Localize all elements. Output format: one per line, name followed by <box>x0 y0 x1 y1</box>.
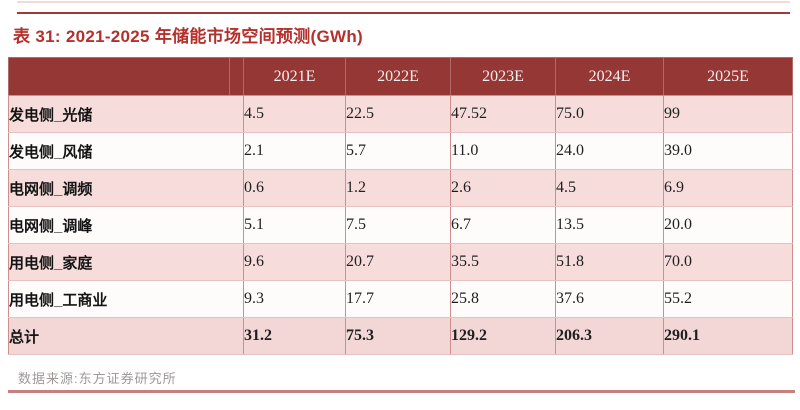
total-cell-value: 31.2 <box>243 317 346 355</box>
header-row: 2021E 2022E 2023E 2024E 2025E <box>8 57 793 96</box>
total-cell-value: 75.3 <box>345 317 451 355</box>
cell-value: 37.6 <box>555 280 664 318</box>
cell-value: 70.0 <box>663 243 793 281</box>
table-row: 用电侧_工商业 9.3 17.7 25.8 37.6 55.2 <box>8 280 793 318</box>
cell-value: 13.5 <box>555 206 664 244</box>
row-label: 发电侧_光储 <box>8 95 244 133</box>
table-row: 电网侧_调峰 5.1 7.5 6.7 13.5 20.0 <box>8 206 793 244</box>
col-header-2023e: 2023E <box>450 57 556 96</box>
cell-value: 4.5 <box>243 95 346 133</box>
cell-value: 2.6 <box>450 169 556 207</box>
cell-value: 99 <box>663 95 793 133</box>
cell-value: 6.9 <box>663 169 793 207</box>
total-cell-value: 206.3 <box>555 317 664 355</box>
total-row: 总计 31.2 75.3 129.2 206.3 290.1 <box>8 317 793 355</box>
total-cell-value: 290.1 <box>663 317 793 355</box>
col-header-2021e: 2021E <box>243 57 346 96</box>
cell-value: 9.6 <box>243 243 346 281</box>
row-label: 电网侧_调频 <box>8 169 244 207</box>
cell-value: 2.1 <box>243 132 346 170</box>
cell-value: 1.2 <box>345 169 451 207</box>
forecast-table: 2021E 2022E 2023E 2024E 2025E 发电侧_光储 4.5… <box>8 57 793 355</box>
col-header-2024e: 2024E <box>555 57 664 96</box>
cell-value: 20.0 <box>663 206 793 244</box>
total-cell-value: 129.2 <box>450 317 556 355</box>
row-label: 用电侧_家庭 <box>8 243 244 281</box>
table-row: 电网侧_调频 0.6 1.2 2.6 4.5 6.9 <box>8 169 793 207</box>
cell-value: 55.2 <box>663 280 793 318</box>
cell-value: 20.7 <box>345 243 451 281</box>
col-header-2022e: 2022E <box>345 57 451 96</box>
data-source-note: 数据来源:东方证券研究所 <box>18 371 177 386</box>
cell-value: 51.8 <box>555 243 664 281</box>
cell-value: 0.6 <box>243 169 346 207</box>
row-label: 用电侧_工商业 <box>8 280 244 318</box>
row-label: 电网侧_调峰 <box>8 206 244 244</box>
table-row: 发电侧_光储 4.5 22.5 47.52 75.0 99 <box>8 95 793 133</box>
cell-value: 39.0 <box>663 132 793 170</box>
cell-value: 17.7 <box>345 280 451 318</box>
title-top-rule <box>17 12 790 14</box>
table-title: 表 31: 2021-2025 年储能市场空间预测(GWh) <box>13 27 364 46</box>
cell-value: 24.0 <box>555 132 664 170</box>
cell-value: 5.7 <box>345 132 451 170</box>
cell-value: 7.5 <box>345 206 451 244</box>
table-row: 发电侧_风储 2.1 5.7 11.0 24.0 39.0 <box>8 132 793 170</box>
cell-value: 6.7 <box>450 206 556 244</box>
faint-top-divider <box>17 1 790 3</box>
total-row-label: 总计 <box>8 317 244 355</box>
cell-value: 4.5 <box>555 169 664 207</box>
col-header-2025e: 2025E <box>663 57 793 96</box>
cell-value: 47.52 <box>450 95 556 133</box>
header-corner-empty <box>8 57 230 96</box>
cell-value: 22.5 <box>345 95 451 133</box>
table-row: 用电侧_家庭 9.6 20.7 35.5 51.8 70.0 <box>8 243 793 281</box>
cell-value: 5.1 <box>243 206 346 244</box>
cell-value: 75.0 <box>555 95 664 133</box>
row-label: 发电侧_风储 <box>8 132 244 170</box>
header-narrow-empty <box>229 57 244 96</box>
bottom-rule <box>8 390 795 393</box>
cell-value: 25.8 <box>450 280 556 318</box>
cell-value: 35.5 <box>450 243 556 281</box>
cell-value: 11.0 <box>450 132 556 170</box>
cell-value: 9.3 <box>243 280 346 318</box>
